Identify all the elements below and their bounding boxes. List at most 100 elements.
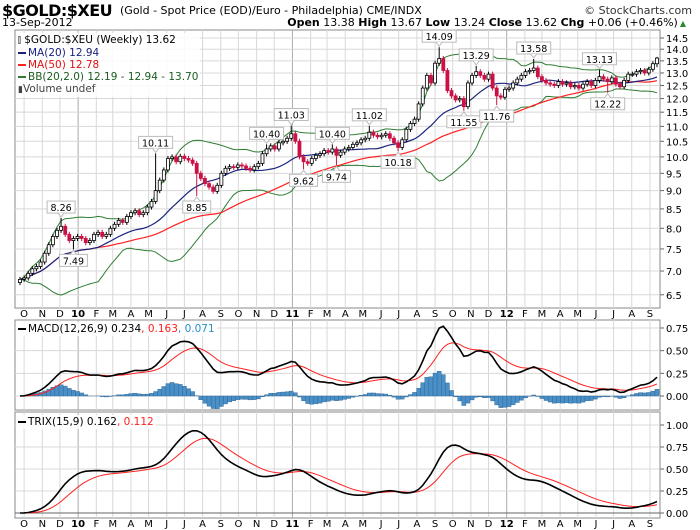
histogram-bar — [613, 395, 619, 398]
histogram-bar — [260, 395, 265, 398]
x-tick-label: N — [467, 519, 474, 530]
candle-body — [26, 272, 31, 279]
candle-body — [63, 225, 68, 235]
histogram-bar — [621, 395, 627, 398]
candle-body — [548, 82, 553, 85]
histogram-bar — [539, 395, 545, 399]
histogram-bar — [412, 392, 417, 397]
x-tick-label: A — [628, 519, 635, 530]
candle-body — [120, 220, 125, 223]
candle-body — [318, 153, 322, 156]
histogram-bar — [136, 393, 142, 397]
candle-body — [330, 148, 335, 153]
histogram-bar — [519, 395, 524, 401]
histogram-bar — [293, 392, 298, 397]
x-tick-label: M — [359, 309, 368, 320]
trix-signal-line — [20, 437, 658, 514]
x-tick-label: S — [432, 519, 438, 530]
x-tick-label: M — [108, 519, 117, 530]
legend-macd-hist: , 0.071 — [177, 323, 215, 335]
annotation-pointer — [152, 148, 160, 154]
price-tick-label: 14.5 — [666, 34, 688, 45]
x-tick-label: F — [93, 519, 99, 530]
histogram-bar — [202, 395, 208, 404]
annotation-label: 11.55 — [450, 118, 477, 129]
histogram-bar — [346, 395, 352, 399]
histogram-bar — [502, 395, 508, 408]
x-tick-label: M — [573, 519, 582, 530]
price-tick-label: 6.5 — [666, 291, 682, 302]
candle-body — [272, 145, 277, 150]
histogram-bar — [272, 393, 278, 397]
candle-body — [166, 158, 170, 171]
open-label: Open — [287, 16, 320, 29]
x-tick-label: 10 — [71, 309, 85, 320]
x-tick-label: M — [144, 309, 153, 320]
candle-body — [453, 95, 458, 101]
histogram-bar — [601, 395, 606, 397]
annotation-label: 10.11 — [142, 138, 169, 149]
candle-body — [129, 212, 133, 217]
histogram-bar — [408, 394, 413, 397]
histogram-bar — [239, 395, 245, 400]
histogram-bar — [416, 387, 421, 397]
annotation-pointer — [365, 120, 373, 126]
histogram-bar — [280, 391, 286, 397]
candle-body — [560, 81, 565, 85]
annotation-pointer — [300, 169, 307, 175]
x-tick-label: S — [647, 519, 653, 530]
x-tick-label: F — [522, 309, 528, 320]
price-tick-label: 11.0 — [666, 122, 688, 133]
x-tick-label: A — [628, 309, 635, 320]
annotation-label: 13.13 — [586, 55, 613, 66]
histogram-bar — [173, 383, 179, 397]
copyright-link[interactable]: © StockCharts.com — [584, 4, 692, 17]
candle-body — [564, 82, 569, 85]
trix-tick-label: 0.00 — [666, 509, 688, 520]
histogram-bar — [638, 392, 643, 397]
histogram-bar — [432, 372, 438, 397]
candle-body — [416, 103, 421, 120]
x-tick-label: A — [557, 519, 564, 530]
up-triangle-icon: ▲ — [679, 19, 686, 28]
candle-body — [379, 134, 384, 138]
histogram-bar — [486, 395, 491, 398]
candles — [18, 47, 659, 286]
x-tick-label: O — [449, 519, 457, 530]
candle-body — [494, 87, 499, 97]
histogram-bar — [206, 395, 212, 407]
legend-volume-text: Volume undef — [22, 83, 96, 95]
x-tick-label: S — [218, 309, 224, 320]
x-tick-label: 11 — [285, 519, 299, 530]
histogram-bar — [178, 384, 183, 397]
x-tick-label: O — [20, 519, 28, 530]
price-tick-label: 7.0 — [666, 267, 682, 278]
histogram-bar — [404, 395, 409, 398]
x-tick-label: D — [485, 519, 493, 530]
histogram-bar — [478, 395, 483, 398]
candle-body — [215, 184, 220, 192]
x-tick-label: A — [342, 519, 349, 530]
candle-body — [100, 231, 105, 237]
annotation-label: 10.40 — [253, 129, 280, 140]
candle-body — [626, 73, 631, 81]
histogram-bar — [593, 395, 598, 400]
histogram-bar — [128, 393, 134, 397]
histogram-bar — [383, 393, 389, 397]
candle-body — [437, 58, 442, 64]
histogram-bar — [469, 395, 475, 401]
candle-body — [593, 80, 598, 86]
bb-swatch — [18, 76, 26, 78]
price-tick-label: 9.5 — [666, 169, 682, 180]
candle-body — [153, 190, 158, 202]
histogram-bar — [161, 386, 167, 397]
candle-body — [609, 77, 614, 83]
candle-body — [552, 83, 557, 86]
histogram-bar — [453, 395, 458, 398]
histogram-bar — [79, 392, 84, 397]
candle-body — [207, 183, 211, 188]
candle-body — [260, 153, 265, 164]
annotation-pointer — [328, 139, 336, 145]
candle-body — [219, 172, 224, 186]
x-tick-label: A — [128, 309, 135, 320]
